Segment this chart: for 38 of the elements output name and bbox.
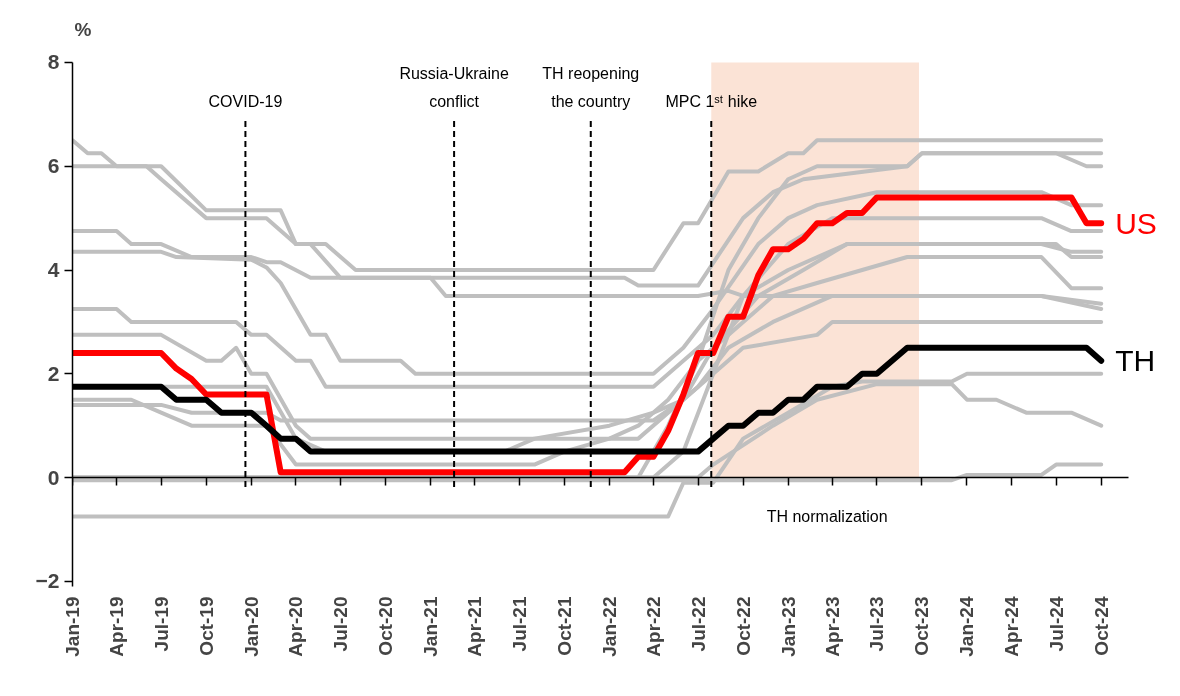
ref-line-label: MPC 1ˢᵗ hike xyxy=(665,92,758,110)
x-tick-label: Oct-23 xyxy=(911,596,933,656)
band-label: TH normalization xyxy=(766,507,888,525)
x-tick-label: Jan-19 xyxy=(62,596,83,657)
x-tick-label: Apr-19 xyxy=(106,596,128,657)
x-tick-label: Jan-22 xyxy=(598,596,620,657)
x-tick-label: Jul-24 xyxy=(1045,596,1067,652)
x-tick-label: Oct-20 xyxy=(375,596,397,656)
x-tick-label: Apr-20 xyxy=(285,596,307,657)
ref-line-label: COVID-19 xyxy=(208,92,283,110)
x-tick-label: Oct-21 xyxy=(553,596,575,656)
x-tick-label: Jul-19 xyxy=(150,596,172,652)
series-label: TH xyxy=(1115,344,1156,378)
x-tick-label: Jan-24 xyxy=(956,596,978,657)
y-tick-label: 0 xyxy=(47,465,60,489)
y-tick-label: −2 xyxy=(35,569,60,593)
x-tick-label: Apr-23 xyxy=(821,596,843,657)
x-tick-label: Jul-22 xyxy=(687,596,709,652)
x-tick-label: Jan-23 xyxy=(777,596,799,657)
y-tick-label: 8 xyxy=(47,50,60,74)
y-tick-label: 6 xyxy=(47,154,60,178)
x-tick-label: Oct-22 xyxy=(732,596,754,656)
x-tick-label: Jan-20 xyxy=(240,596,262,657)
x-tick-label: Apr-22 xyxy=(642,596,664,657)
y-tick-label: 4 xyxy=(47,258,60,282)
x-tick-label: Jul-23 xyxy=(866,596,888,652)
ref-line-label: TH reopening the country xyxy=(542,65,640,110)
x-tick-label: Jan-21 xyxy=(420,596,442,657)
x-tick-label: Apr-21 xyxy=(464,596,486,657)
y-axis-title: % xyxy=(74,19,92,41)
series-label: US xyxy=(1115,206,1157,240)
y-tick-label: 2 xyxy=(47,361,60,385)
x-tick-label: Jul-21 xyxy=(508,596,530,652)
ref-line-label: Russia-Ukraine conflict xyxy=(399,65,509,110)
x-tick-label: Oct-24 xyxy=(1090,596,1112,656)
x-tick-label: Apr-24 xyxy=(1001,596,1023,657)
x-tick-label: Jul-20 xyxy=(329,596,351,652)
x-tick-label: Oct-19 xyxy=(195,596,217,656)
